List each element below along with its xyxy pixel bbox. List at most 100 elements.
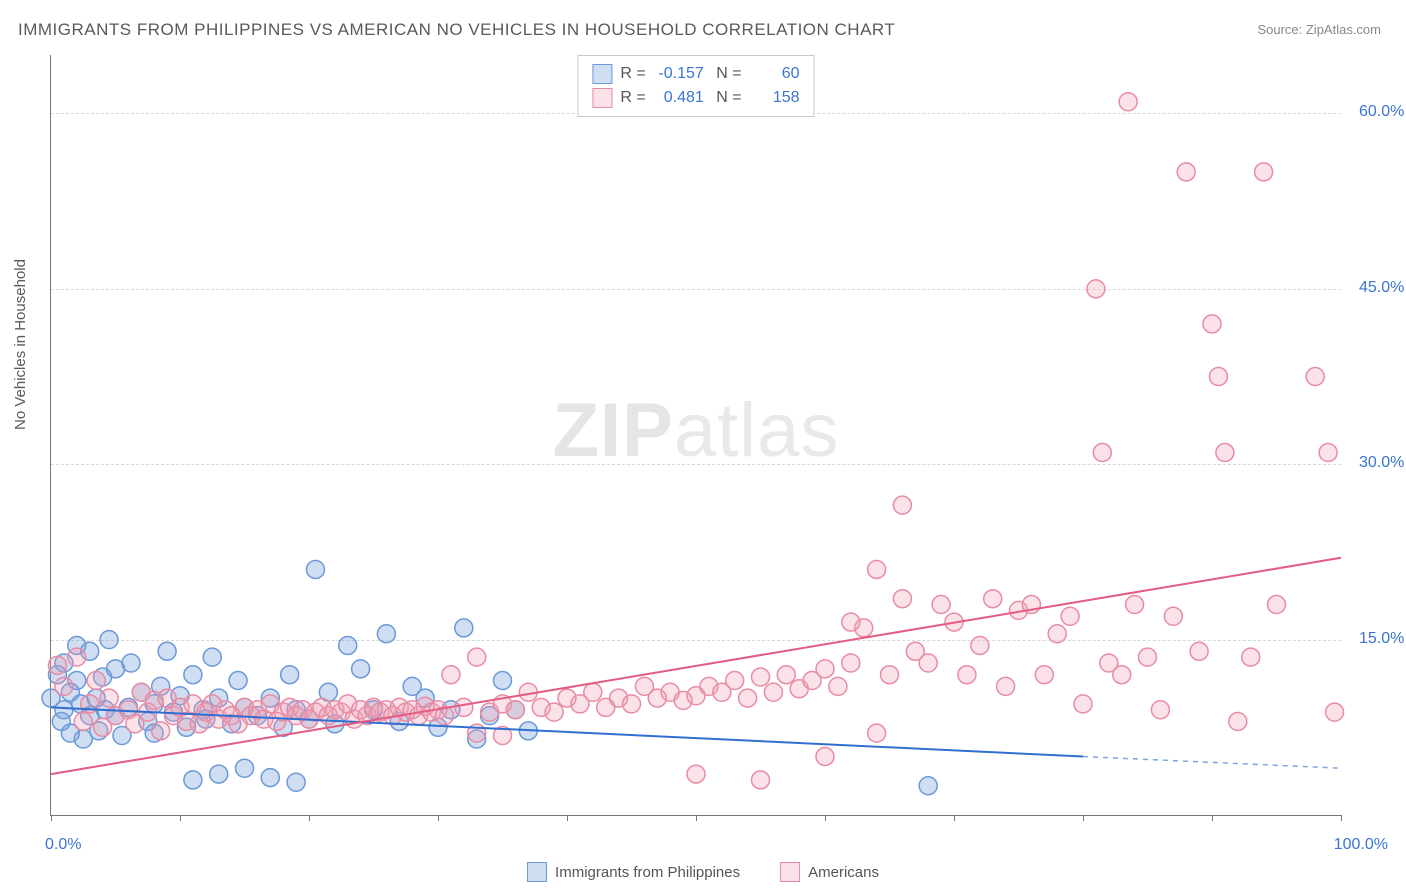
data-point [1035, 666, 1053, 684]
data-point [816, 660, 834, 678]
data-point [584, 683, 602, 701]
data-point [1139, 648, 1157, 666]
source-link[interactable]: ZipAtlas.com [1306, 22, 1381, 37]
data-point [1087, 280, 1105, 298]
data-point [1093, 444, 1111, 462]
data-point [687, 765, 705, 783]
data-point [971, 636, 989, 654]
data-point [842, 654, 860, 672]
data-point [1119, 93, 1137, 111]
data-point [893, 496, 911, 514]
data-point [494, 672, 512, 690]
data-point [48, 656, 66, 674]
data-point [893, 590, 911, 608]
data-point [997, 677, 1015, 695]
data-point [1229, 712, 1247, 730]
data-point [455, 698, 473, 716]
data-point [1319, 444, 1337, 462]
legend-r-pink: 0.481 [654, 86, 704, 110]
data-point [152, 722, 170, 740]
data-point [377, 625, 395, 643]
legend-row-blue: R = -0.157 N = 60 [592, 62, 799, 86]
x-tick [309, 815, 310, 821]
data-point [1216, 444, 1234, 462]
legend-r-label-2: R = [620, 86, 645, 110]
data-point [1151, 701, 1169, 719]
data-point [764, 683, 782, 701]
data-point [122, 654, 140, 672]
x-tick [954, 815, 955, 821]
bottom-legend-pink-label: Americans [808, 864, 879, 881]
x-tick [180, 815, 181, 821]
data-point [1061, 607, 1079, 625]
data-point [158, 642, 176, 660]
data-point [55, 701, 73, 719]
data-point [1268, 596, 1286, 614]
y-tick-label: 45.0% [1359, 279, 1404, 297]
x-axis-start-label: 0.0% [45, 836, 81, 854]
legend-n-label-2: N = [712, 86, 742, 110]
data-point [1306, 368, 1324, 386]
swatch-pink-icon [592, 88, 612, 108]
data-point [184, 666, 202, 684]
data-point [752, 668, 770, 686]
data-point [68, 648, 86, 666]
bottom-legend-blue: Immigrants from Philippines [527, 862, 740, 882]
data-point [100, 689, 118, 707]
data-point [1203, 315, 1221, 333]
data-point [100, 631, 118, 649]
data-point [1326, 703, 1344, 721]
data-point [468, 648, 486, 666]
trendline-blue-extrapolated [1083, 757, 1341, 769]
y-tick-label: 30.0% [1359, 454, 1404, 472]
x-tick [825, 815, 826, 821]
legend-row-pink: R = 0.481 N = 158 [592, 86, 799, 110]
data-point [881, 666, 899, 684]
data-point [842, 613, 860, 631]
data-point [1048, 625, 1066, 643]
x-tick [567, 815, 568, 821]
y-tick-label: 60.0% [1359, 103, 1404, 121]
data-point [287, 773, 305, 791]
legend-n-label: N = [712, 62, 742, 86]
y-axis-label: No Vehicles in Household [12, 259, 29, 430]
data-point [442, 666, 460, 684]
data-point [339, 636, 357, 654]
data-point [932, 596, 950, 614]
data-point [87, 672, 105, 690]
data-point [1074, 695, 1092, 713]
data-point [1164, 607, 1182, 625]
trendline-blue [51, 707, 1083, 756]
data-point [752, 771, 770, 789]
x-axis-end-label: 100.0% [1334, 836, 1388, 854]
data-point [1255, 163, 1273, 181]
bottom-legend-pink: Americans [780, 862, 879, 882]
data-point [919, 777, 937, 795]
data-point [236, 759, 254, 777]
data-point [958, 666, 976, 684]
data-point [984, 590, 1002, 608]
x-tick [1083, 815, 1084, 821]
data-point [1177, 163, 1195, 181]
data-point [545, 703, 563, 721]
data-point [229, 672, 247, 690]
data-point [829, 677, 847, 695]
source-prefix: Source: [1257, 22, 1305, 37]
data-point [74, 712, 92, 730]
x-tick [696, 815, 697, 821]
swatch-blue-icon [527, 862, 547, 882]
swatch-blue-icon [592, 64, 612, 84]
x-tick [1212, 815, 1213, 821]
data-point [726, 672, 744, 690]
source-attribution: Source: ZipAtlas.com [1257, 22, 1381, 37]
data-point [777, 666, 795, 684]
x-tick [438, 815, 439, 821]
data-point [739, 689, 757, 707]
data-point [210, 765, 228, 783]
legend-r-label: R = [620, 62, 645, 86]
data-point [1242, 648, 1260, 666]
data-point [261, 769, 279, 787]
data-point [281, 666, 299, 684]
data-point [816, 748, 834, 766]
data-point [919, 654, 937, 672]
